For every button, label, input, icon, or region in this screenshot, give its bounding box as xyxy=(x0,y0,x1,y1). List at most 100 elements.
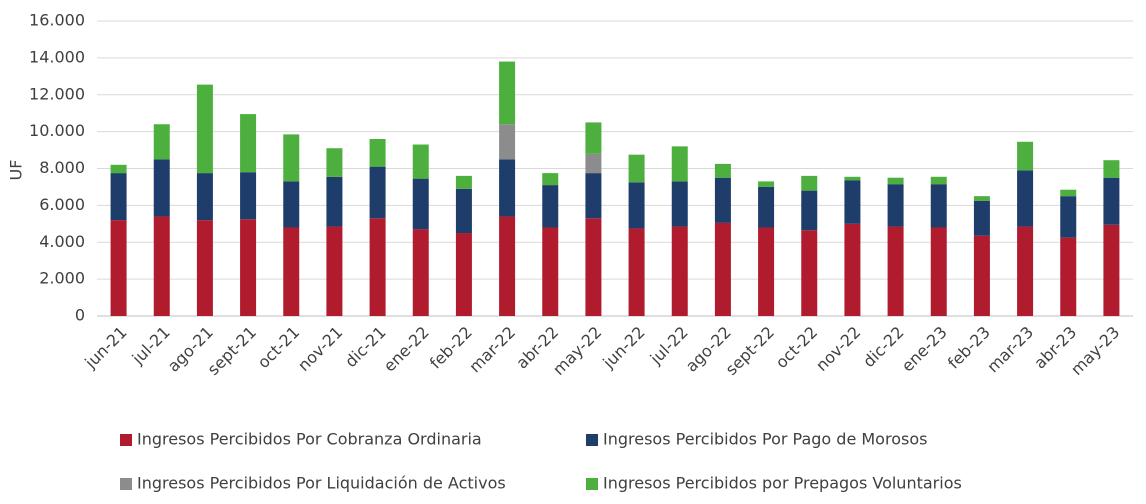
x-tick-label: nov-21 xyxy=(294,323,346,375)
bar-segment xyxy=(412,178,429,230)
bar-segment xyxy=(499,159,516,217)
bar-segment xyxy=(844,223,861,316)
y-tick-label: 2.000 xyxy=(39,269,85,288)
bar-segment xyxy=(196,220,213,316)
legend-label: Ingresos Percibidos Por Pago de Morosos xyxy=(603,430,927,449)
bar-segment xyxy=(499,216,516,316)
bar-segment xyxy=(455,233,472,316)
bar-segment xyxy=(412,144,429,179)
x-tick-label: sept-21 xyxy=(204,323,260,379)
bar-segment xyxy=(887,226,904,316)
bar-segment xyxy=(110,173,127,221)
bar-segment xyxy=(455,175,472,189)
bar-segment xyxy=(1060,189,1077,197)
bar-segment xyxy=(283,134,300,182)
bar-segment xyxy=(844,180,861,224)
x-tick-label: may-23 xyxy=(1067,323,1123,379)
legend-swatch xyxy=(586,434,598,446)
bar-segment xyxy=(758,181,775,187)
bar-segment xyxy=(887,184,904,227)
bar-segment xyxy=(369,166,386,219)
bar-segment xyxy=(930,176,947,185)
bar-segment xyxy=(110,164,127,174)
y-tick-label: 14.000 xyxy=(29,47,85,66)
bar-segment xyxy=(283,181,300,228)
bar-segment xyxy=(1017,170,1034,227)
bar-segment xyxy=(240,219,257,316)
bar-segment xyxy=(196,84,213,174)
bar-segment xyxy=(240,114,257,173)
y-tick-label: 12.000 xyxy=(29,84,85,103)
bar-segment xyxy=(671,226,688,316)
bar-segment xyxy=(542,227,559,316)
bar-segment xyxy=(499,124,516,160)
bar-segment xyxy=(369,139,386,167)
bar-segment xyxy=(758,227,775,316)
y-tick-label: 8.000 xyxy=(39,158,85,177)
bar-segment xyxy=(1103,177,1120,225)
bar-segment xyxy=(110,220,127,316)
bar-segment xyxy=(1103,160,1120,178)
bar-segment xyxy=(1103,224,1120,316)
bar-segment xyxy=(1060,237,1077,316)
bar-segment xyxy=(628,228,645,316)
x-tick-label: nov-22 xyxy=(812,323,864,375)
bar-segment xyxy=(412,229,429,316)
x-tick-label: jun-22 xyxy=(598,323,648,373)
bar-segment xyxy=(671,146,688,182)
bar-segment xyxy=(714,163,731,178)
bar-segment xyxy=(801,230,818,316)
legend-label: Ingresos Percibidos Por Liquidación de A… xyxy=(137,474,506,493)
bar-segment xyxy=(887,177,904,185)
bar-segment xyxy=(973,196,990,201)
bar-segment xyxy=(369,218,386,316)
legend-swatch xyxy=(586,478,598,490)
y-axis-label: UF xyxy=(7,160,26,181)
x-tick-label: ene-22 xyxy=(380,323,433,376)
bar-segment xyxy=(585,173,602,219)
bar-segment xyxy=(153,124,170,160)
bar-segment xyxy=(930,227,947,316)
bar-segment xyxy=(714,177,731,223)
bar-segment xyxy=(714,222,731,316)
bar-segment xyxy=(973,200,990,236)
bar-segment xyxy=(801,175,818,191)
bar-segment xyxy=(844,176,861,181)
y-tick-label: 0 xyxy=(75,306,85,325)
bar-segment xyxy=(196,173,213,221)
bar-segment xyxy=(283,227,300,316)
x-tick-label: mar-22 xyxy=(465,323,519,377)
x-tick-label: ene-23 xyxy=(898,323,951,376)
legend-label: Ingresos Percibidos por Prepagos Volunta… xyxy=(603,474,962,493)
bar-segment xyxy=(930,184,947,228)
bar-segment xyxy=(671,181,688,227)
bar-segment xyxy=(973,235,990,316)
bar-segment xyxy=(153,216,170,316)
bar-segment xyxy=(153,159,170,217)
y-tick-label: 6.000 xyxy=(39,195,85,214)
bar-segment xyxy=(585,122,602,154)
bar-segment xyxy=(801,190,818,231)
bar-segment xyxy=(1060,196,1077,238)
bar-segment xyxy=(1017,226,1034,316)
legend-swatch xyxy=(120,478,132,490)
bar-segment xyxy=(326,226,343,316)
x-tick-label: may-22 xyxy=(549,323,605,379)
bar-segment xyxy=(499,61,516,125)
bar-segment xyxy=(240,172,257,220)
x-tick-label: jun-21 xyxy=(80,323,130,373)
bar-segment xyxy=(542,173,559,186)
bar-segment xyxy=(542,185,559,228)
bar-segment xyxy=(628,154,645,183)
y-tick-label: 10.000 xyxy=(29,121,85,140)
legend-swatch xyxy=(120,434,132,446)
x-tick-label: sept-22 xyxy=(722,323,778,379)
legend-label: Ingresos Percibidos Por Cobranza Ordinar… xyxy=(137,430,482,449)
bar-segment xyxy=(758,186,775,228)
y-tick-label: 16.000 xyxy=(29,11,85,30)
bar-segment xyxy=(585,218,602,316)
bar-segment xyxy=(326,176,343,227)
bar-segment xyxy=(1017,141,1034,171)
x-tick-label: mar-23 xyxy=(983,323,1037,377)
